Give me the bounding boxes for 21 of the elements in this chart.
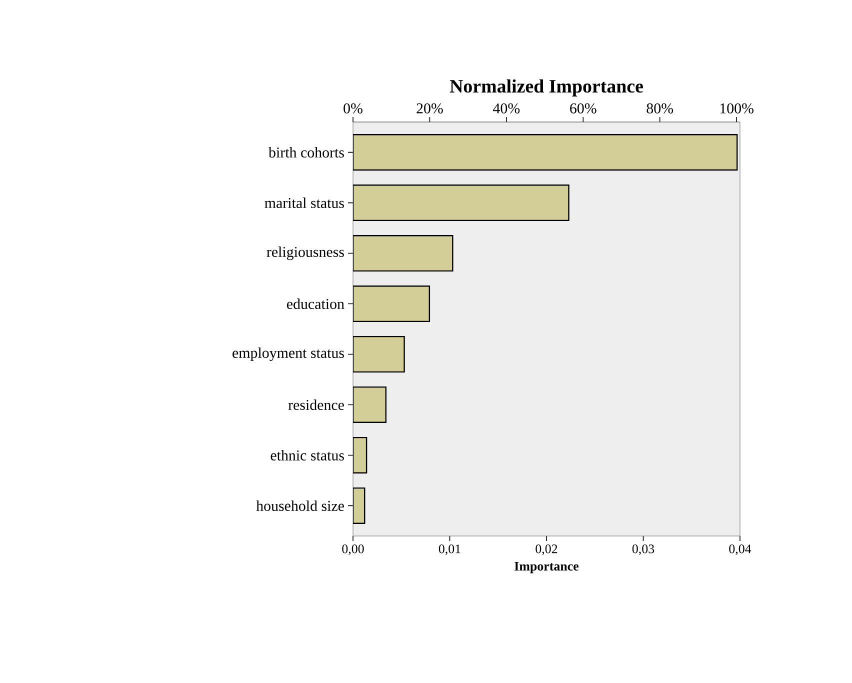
x-tick-label: 0,03 (632, 544, 654, 556)
x2-axis-title: Normalized Importance (450, 79, 643, 97)
y-tick-label: birth cohorts (268, 147, 344, 158)
x2-tick-label: 20% (416, 103, 443, 114)
x2-tick-label: 80% (646, 103, 674, 114)
y-tick-label: residence (288, 399, 344, 410)
x2-tick-label: 100% (720, 103, 754, 114)
y-tick-label: ethnic status (270, 450, 344, 460)
x2-tick-label: 60% (570, 103, 596, 114)
x-tick-label: 0,01 (438, 544, 460, 556)
y-tick-label: marital status (264, 198, 344, 208)
y-tick-label: education (286, 298, 344, 310)
x-axis-title: Importance (514, 562, 579, 574)
x-tick-label: 0,00 (342, 544, 364, 556)
y-tick-label: employment status (232, 347, 344, 362)
x2-tick-label: 0% (344, 103, 362, 114)
y-tick-label: household size (256, 500, 344, 511)
x-tick-label: 0,02 (536, 544, 558, 556)
x-tick-label: 0,04 (729, 544, 752, 556)
x2-tick-label: 40% (493, 103, 520, 114)
y-tick-label: religiousness (266, 246, 344, 260)
